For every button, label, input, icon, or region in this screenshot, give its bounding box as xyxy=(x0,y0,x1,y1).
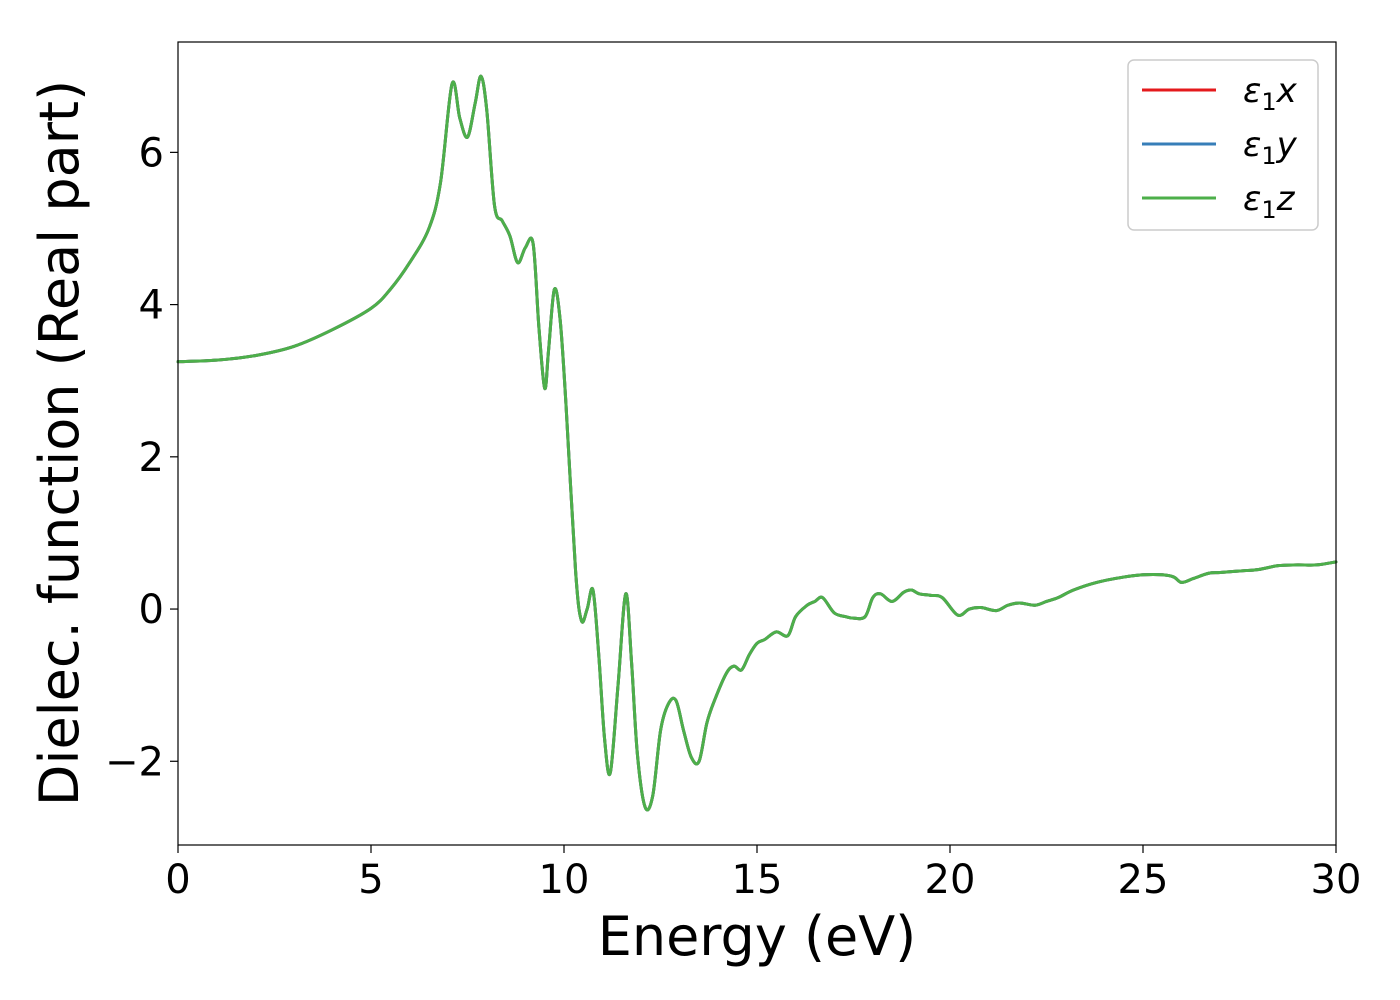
x-tick-label: 0 xyxy=(165,857,190,903)
y-axis-title: Dielec. function (Real part) xyxy=(28,80,91,806)
y-tick-label: 0 xyxy=(139,587,164,633)
y-axis: −2 0 2 4 6 xyxy=(105,130,178,785)
x-tick-label: 20 xyxy=(925,857,976,903)
legend-label-z: ε1z xyxy=(1243,179,1296,224)
x-axis: 0 5 10 15 20 25 30 xyxy=(165,845,1361,903)
legend-label-y: ε1y xyxy=(1243,125,1298,170)
x-axis-title: Energy (eV) xyxy=(598,905,917,968)
x-tick-label: 30 xyxy=(1311,857,1362,903)
series-line-z xyxy=(176,74,1338,812)
legend: ε1x ε1y ε1z xyxy=(1127,59,1319,231)
y-tick-label: −2 xyxy=(105,739,164,785)
series-layer xyxy=(176,74,1338,812)
x-tick-label: 5 xyxy=(358,857,383,903)
x-tick-label: 25 xyxy=(1118,857,1169,903)
y-tick-label: 2 xyxy=(139,435,164,481)
legend-label-x: ε1x xyxy=(1243,71,1298,116)
x-tick-label: 10 xyxy=(539,857,590,903)
x-tick-label: 15 xyxy=(732,857,783,903)
legend-box xyxy=(1127,59,1319,231)
y-tick-label: 4 xyxy=(139,283,164,329)
y-tick-label: 6 xyxy=(139,130,164,176)
